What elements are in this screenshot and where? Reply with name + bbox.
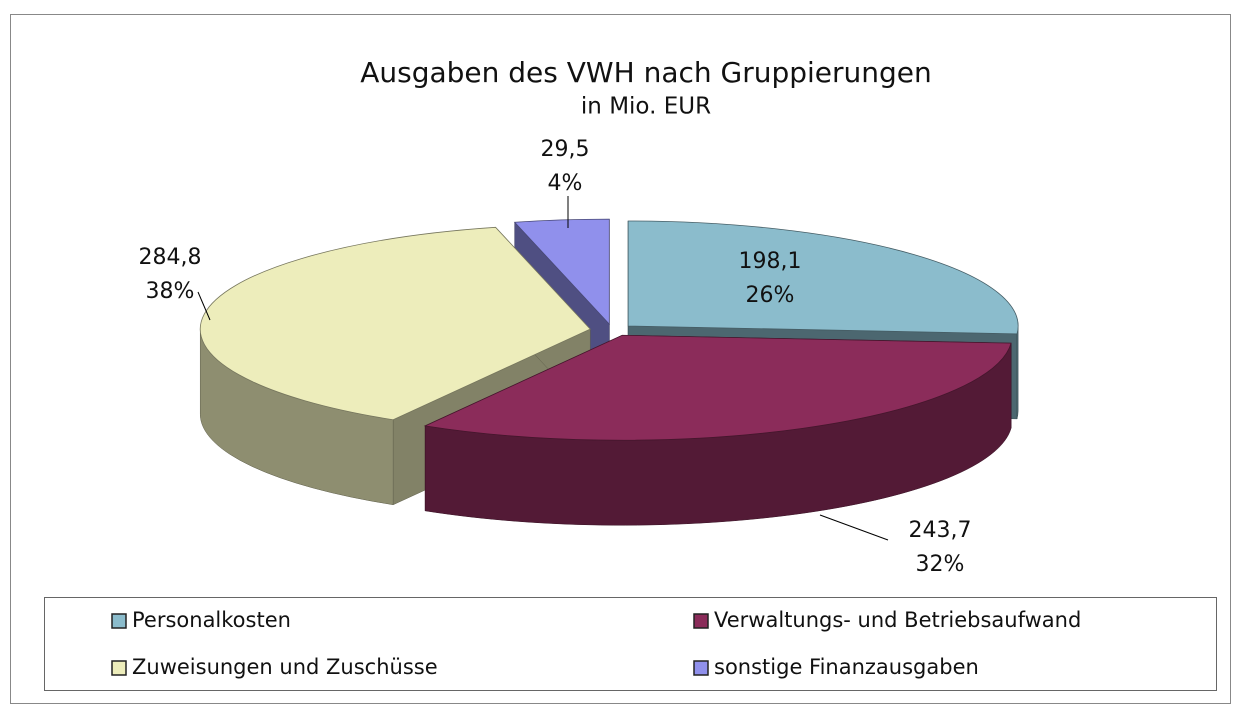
data-label: 243,7 xyxy=(909,518,972,543)
slice xyxy=(199,226,591,421)
data-label: 198,1 xyxy=(739,249,802,274)
slice xyxy=(627,220,1019,335)
percent-label: 32% xyxy=(916,552,965,577)
legend-box xyxy=(44,597,1217,691)
legend-label: Verwaltungs- und Betriebsaufwand xyxy=(714,608,1081,632)
chart-title: Ausgaben des VWH nach Gruppierungen xyxy=(360,56,932,89)
legend-label: Zuweisungen und Zuschüsse xyxy=(132,655,438,679)
legend-swatch xyxy=(693,660,709,676)
legend: Personalkosten Verwaltungs- und Betriebsa… xyxy=(111,608,1081,679)
legend-swatch xyxy=(693,613,709,629)
legend-label: sonstige Finanzausgaben xyxy=(714,655,979,679)
data-label: 29,5 xyxy=(541,137,590,162)
percent-label: 38% xyxy=(146,279,195,304)
legend-swatch xyxy=(111,660,127,676)
legend-label: Personalkosten xyxy=(132,608,291,632)
chart-subtitle: in Mio. EUR xyxy=(581,94,711,120)
data-label: 284,8 xyxy=(139,245,202,270)
percent-label: 4% xyxy=(548,171,583,196)
leader-line xyxy=(819,514,889,541)
legend-swatch xyxy=(111,613,127,629)
pie xyxy=(199,218,1019,526)
slice xyxy=(513,218,610,326)
leader-line xyxy=(197,291,211,321)
slice xyxy=(423,334,1012,441)
percent-label: 26% xyxy=(746,283,795,308)
slice-wall xyxy=(1016,325,1019,419)
